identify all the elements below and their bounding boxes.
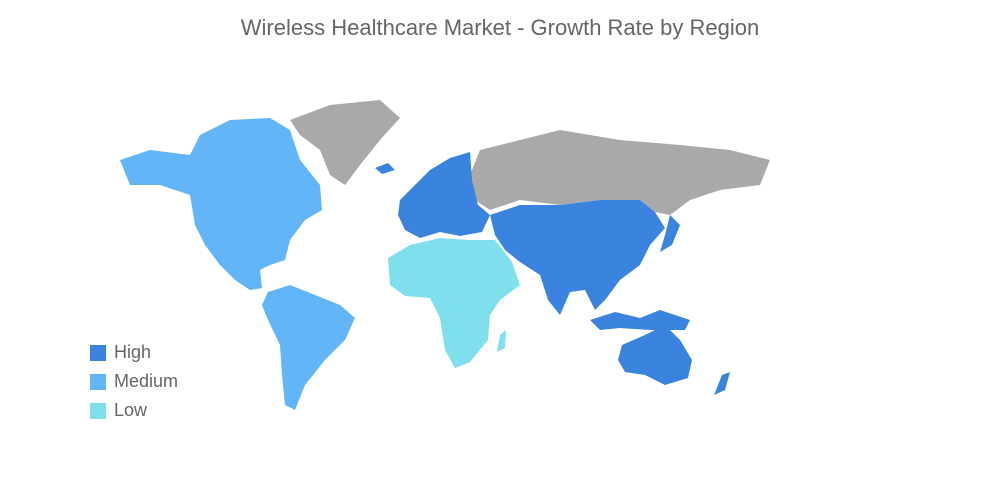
region-australia	[618, 325, 692, 385]
region-africa	[388, 238, 520, 368]
legend-label: Medium	[114, 371, 178, 391]
legend-label: High	[114, 342, 151, 362]
legend-swatch	[90, 403, 106, 419]
region-iceland	[375, 163, 395, 174]
region-madagascar	[497, 330, 506, 352]
region-russia	[468, 130, 770, 215]
region-greenland	[290, 100, 400, 185]
legend-label: Low	[114, 400, 148, 420]
legend: High Medium Low	[90, 342, 178, 420]
chart-title: Wireless Healthcare Market - Growth Rate…	[241, 15, 759, 40]
legend-swatch	[90, 345, 106, 361]
region-new-zealand	[714, 372, 730, 395]
region-north-america	[120, 118, 322, 290]
region-japan	[660, 215, 680, 252]
region-se-asia	[590, 310, 690, 330]
region-south-america	[262, 285, 355, 410]
region-europe	[398, 152, 490, 238]
region-asia	[490, 200, 665, 315]
world-map	[120, 100, 770, 410]
legend-swatch	[90, 374, 106, 390]
